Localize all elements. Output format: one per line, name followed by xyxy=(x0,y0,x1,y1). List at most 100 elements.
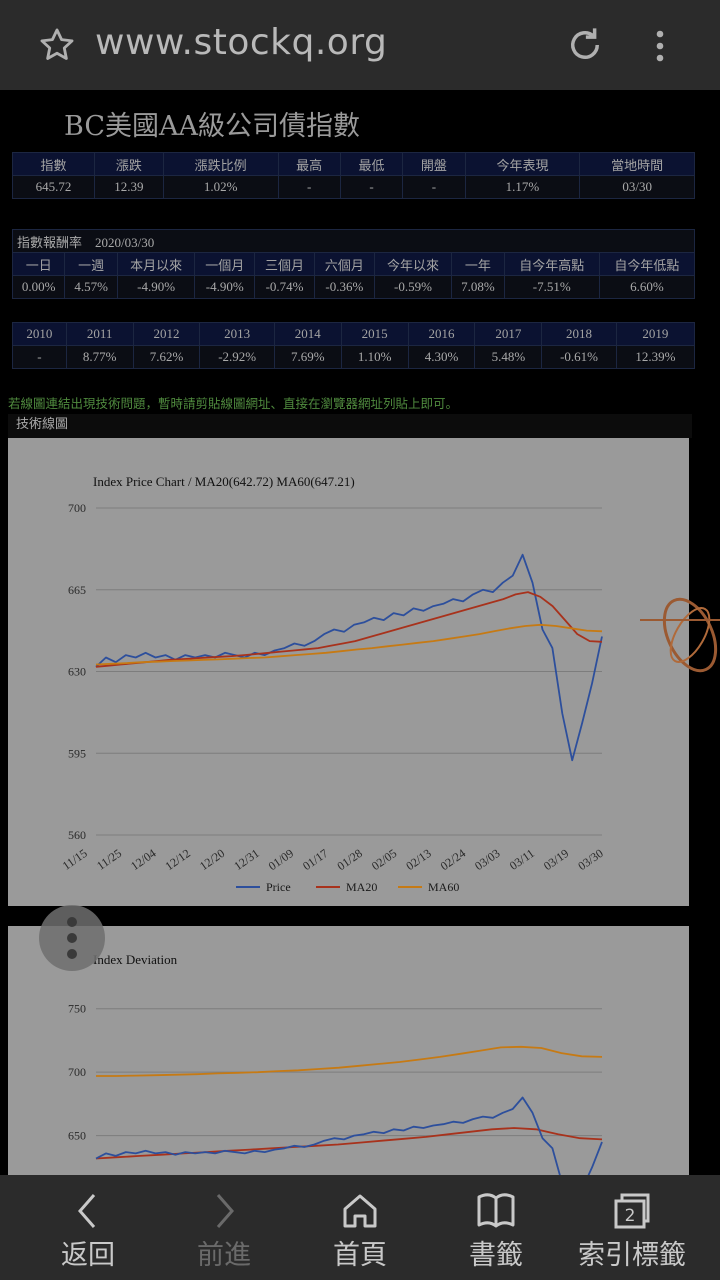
bookmarks-icon xyxy=(477,1193,515,1228)
header-cell: 指數 xyxy=(12,152,95,176)
nav-bookmarks-label: 書籤 xyxy=(469,1240,523,1271)
value-cell: -7.51% xyxy=(503,275,600,299)
y-tick-label: 700 xyxy=(68,1065,86,1079)
x-tick-label: 12/04 xyxy=(128,846,158,873)
value-cell: 7.62% xyxy=(132,345,201,369)
value-cell: 645.72 xyxy=(12,175,95,199)
nav-forward[interactable]: 前進 xyxy=(156,1175,292,1280)
tabs-icon: 2 xyxy=(614,1193,650,1229)
x-tick-label: 02/24 xyxy=(438,846,468,873)
forward-icon xyxy=(216,1194,234,1228)
value-cell: -0.59% xyxy=(373,275,453,299)
series-line xyxy=(95,623,603,666)
nav-tabs-label: 索引標籤 xyxy=(578,1240,686,1271)
header-cell: 一年 xyxy=(451,252,505,276)
tech-note: 若線圖連結出現技術問題，暫時請剪貼線圖網址、直接在瀏覽器網址列貼上即可。 xyxy=(8,396,459,411)
x-tick-label: 12/12 xyxy=(162,846,192,873)
chart-title: Index Deviation xyxy=(93,952,178,967)
back-icon xyxy=(78,1194,96,1228)
header-cell: 2018 xyxy=(541,322,617,346)
value-cell: 5.48% xyxy=(474,345,543,369)
y-tick-label: 650 xyxy=(68,1129,86,1143)
header-cell: 2010 xyxy=(12,322,67,346)
returns-table: 指數報酬率 2020/03/30 一日 一週 本月以來 一個月 三個月 六個月 今年以來 一年… xyxy=(11,229,696,299)
value-cell: - xyxy=(339,175,404,199)
header-cell: 自今年低點 xyxy=(598,252,696,276)
tabs-count: 2 xyxy=(625,1206,636,1226)
value-cell: 0.00% xyxy=(11,275,66,299)
address-bar[interactable]: www.stockq.org xyxy=(95,22,388,63)
header-cell: 今年以來 xyxy=(373,252,453,276)
value-cell: 6.60% xyxy=(598,275,696,299)
value-cell: -0.61% xyxy=(541,345,617,369)
nav-bookmarks[interactable]: 書籤 xyxy=(428,1175,564,1280)
returns-caption: 指數報酬率 2020/03/30 xyxy=(12,229,695,253)
value-cell: -4.90% xyxy=(116,275,196,299)
nav-forward-label: 前進 xyxy=(197,1240,251,1271)
value-cell: -0.74% xyxy=(254,275,315,299)
reload-icon[interactable] xyxy=(564,24,606,66)
x-tick-label: 03/11 xyxy=(507,846,537,873)
home-icon xyxy=(343,1194,377,1228)
x-tick-label: 03/03 xyxy=(472,846,502,873)
header-cell: 一日 xyxy=(11,252,66,276)
x-tick-label: 11/15 xyxy=(60,846,90,873)
value-cell: 1.17% xyxy=(464,175,581,199)
chart-title: Index Price Chart / MA20(642.72) MA60(64… xyxy=(93,474,355,489)
series-line xyxy=(95,1096,603,1175)
x-tick-label: 02/13 xyxy=(403,846,433,873)
header-cell: 自今年高點 xyxy=(503,252,600,276)
x-tick-label: 01/17 xyxy=(300,846,330,873)
header-cell: 2011 xyxy=(65,322,134,346)
header-cell: 2016 xyxy=(407,322,476,346)
header-cell: 2015 xyxy=(340,322,409,346)
y-tick-label: 665 xyxy=(68,583,86,597)
fab-dot-icon xyxy=(67,949,77,959)
floating-menu-button[interactable] xyxy=(39,905,105,971)
header-cell: 2014 xyxy=(273,322,342,346)
web-page: BC美國AA級公司債指數 指數 漲跌 漲跌比例 最高 最低 開盤 今年表現 當地時間 645.… xyxy=(0,90,720,1175)
series-line xyxy=(95,591,603,668)
header-cell: 一個月 xyxy=(194,252,256,276)
nav-home[interactable]: 首頁 xyxy=(292,1175,428,1280)
value-cell: -0.36% xyxy=(313,275,375,299)
header-cell: 本月以來 xyxy=(116,252,196,276)
bookmark-star-icon[interactable] xyxy=(38,26,76,64)
value-cell: - xyxy=(277,175,341,199)
nav-back[interactable]: 返回 xyxy=(20,1175,156,1280)
overflow-menu-icon[interactable] xyxy=(648,28,672,64)
side-logo-icon xyxy=(640,597,720,673)
value-cell: 1.02% xyxy=(162,175,279,199)
header-cell: 今年表現 xyxy=(464,152,581,176)
nav-tabs[interactable]: 2 索引標籤 xyxy=(564,1175,700,1280)
x-tick-label: 01/28 xyxy=(334,846,364,873)
x-tick-label: 11/25 xyxy=(94,846,124,873)
series-line xyxy=(95,553,603,762)
value-cell: -4.90% xyxy=(194,275,256,299)
header-cell: 六個月 xyxy=(313,252,375,276)
value-cell: 12.39 xyxy=(93,175,164,199)
nav-home-label: 首頁 xyxy=(333,1240,387,1271)
value-cell: 12.39% xyxy=(615,345,696,369)
header-cell: 漲跌 xyxy=(93,152,164,176)
y-tick-label: 595 xyxy=(68,746,86,760)
x-tick-label: 02/05 xyxy=(369,846,399,873)
header-cell: 2012 xyxy=(132,322,201,346)
value-cell: 03/30 xyxy=(579,175,695,199)
price-chart: Index Price Chart / MA20(642.72) MA60(64… xyxy=(60,474,606,894)
x-tick-label: 01/09 xyxy=(266,846,296,873)
x-tick-label: 03/30 xyxy=(575,846,605,873)
legend-label: MA60 xyxy=(428,880,459,894)
fab-dot-icon xyxy=(67,933,77,943)
value-cell: 4.57% xyxy=(64,275,118,299)
quote-table: 指數 漲跌 漲跌比例 最高 最低 開盤 今年表現 當地時間 645.72 12.39 1.02% -… xyxy=(12,152,695,199)
tech-chart-label: 技術線圖 xyxy=(8,414,692,438)
x-tick-label: 12/20 xyxy=(197,846,227,873)
header-cell: 最低 xyxy=(339,152,404,176)
value-cell: 7.69% xyxy=(273,345,342,369)
x-tick-label: 12/31 xyxy=(231,846,261,873)
deviation-chart: Index Deviation 650 700 750 xyxy=(68,952,603,1175)
header-cell: 2013 xyxy=(199,322,275,346)
y-tick-label: 560 xyxy=(68,828,86,842)
nav-back-label: 返回 xyxy=(61,1240,115,1271)
